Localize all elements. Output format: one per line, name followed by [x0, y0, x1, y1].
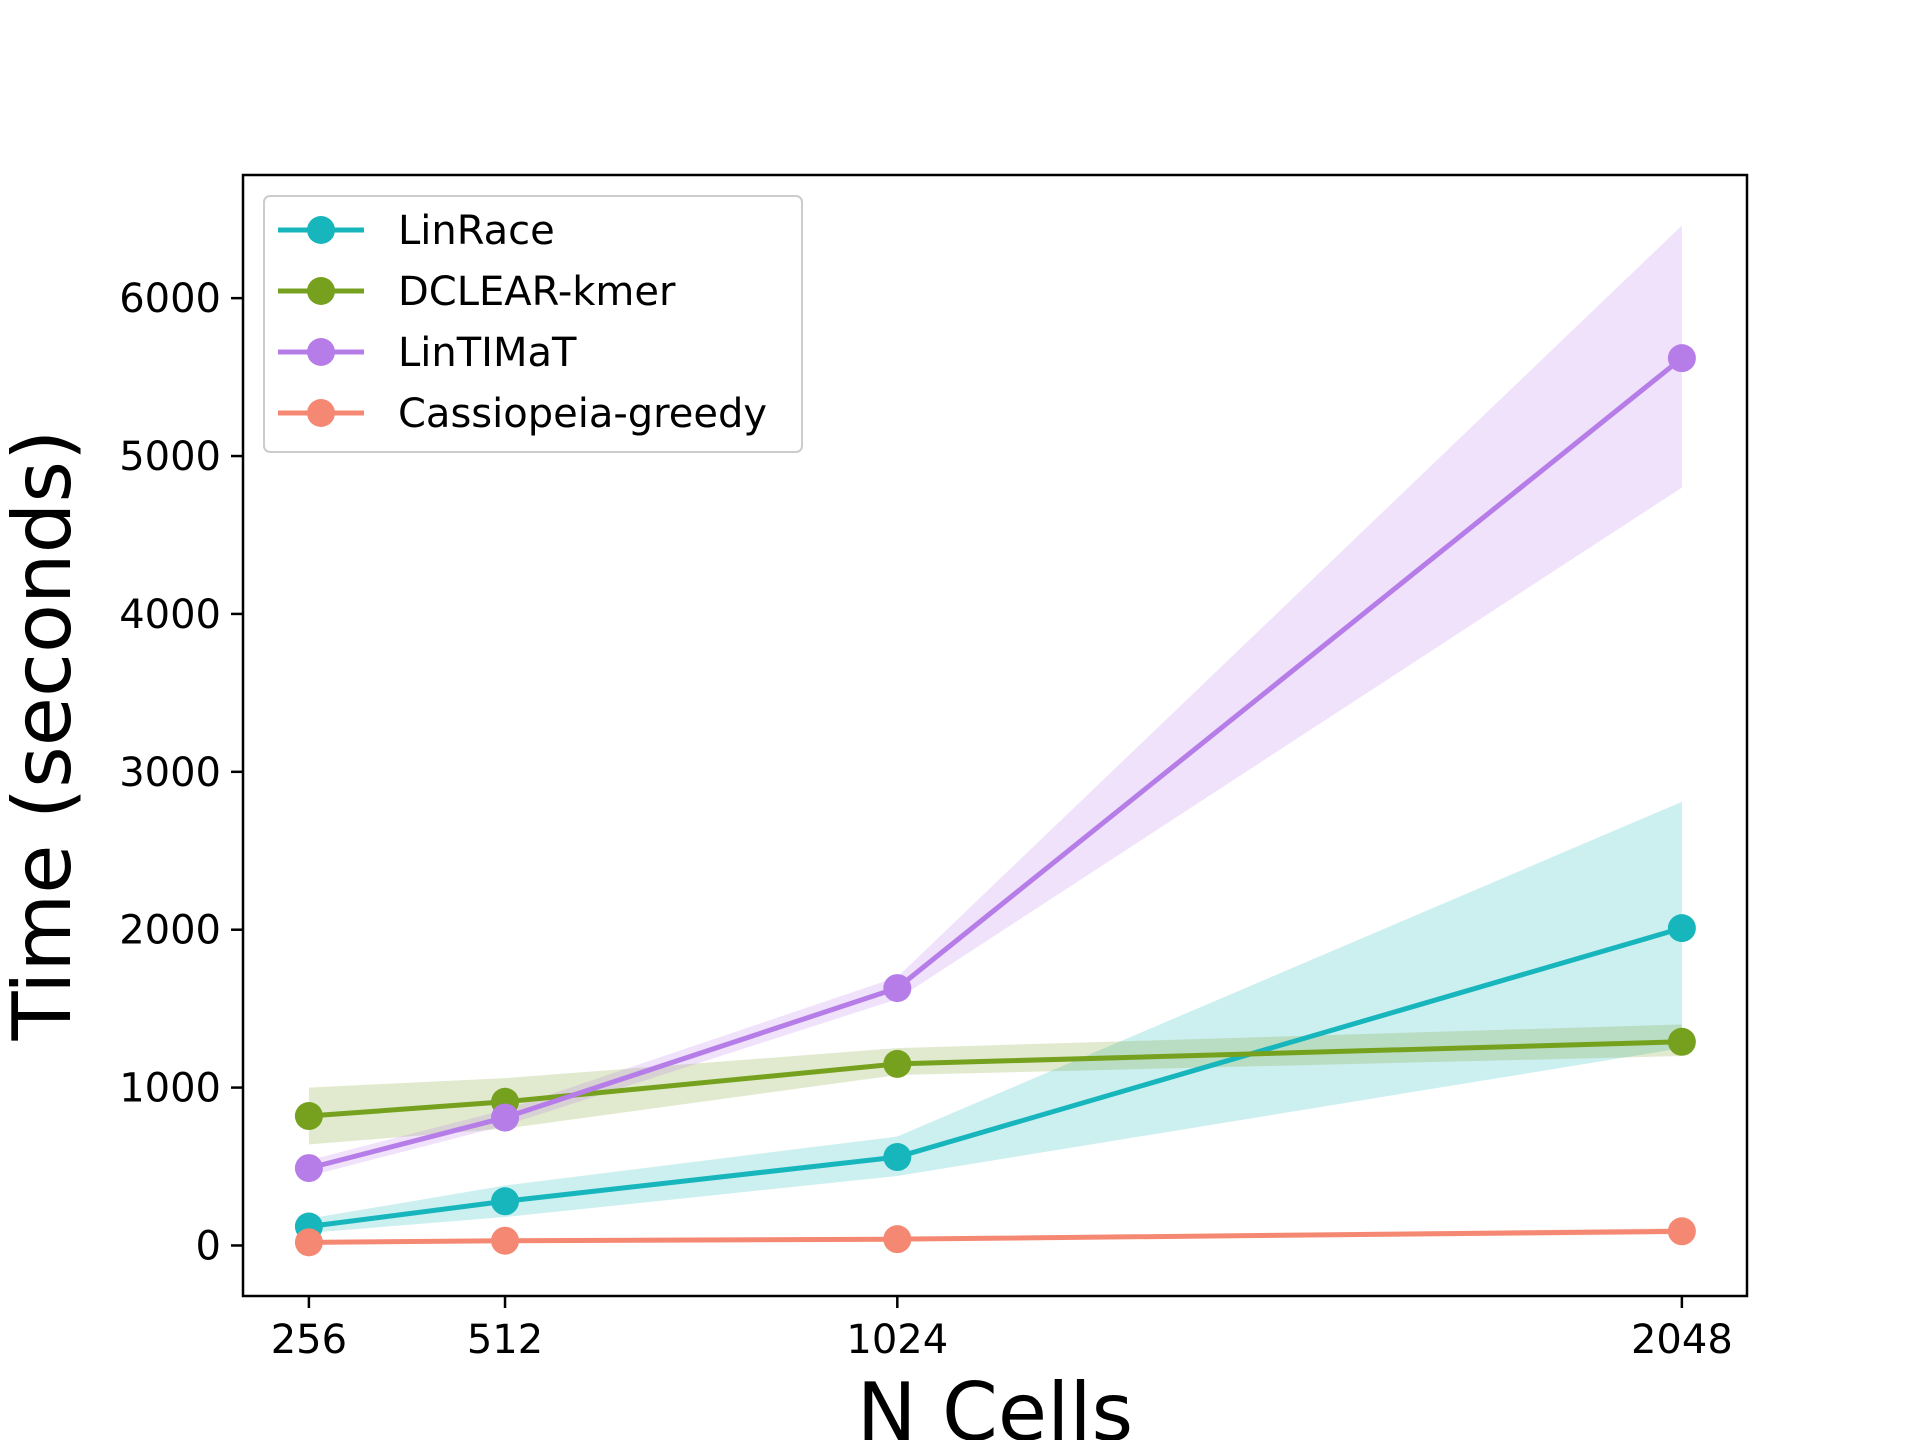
lintimat-line [308, 356, 1684, 1171]
y-tick-label: 0 [196, 1223, 221, 1269]
legend-label-dclear-kmer: DCLEAR-kmer [398, 269, 676, 315]
plot-frame [241, 173, 1749, 1298]
y-axis-title: Time (seconds) [0, 430, 89, 1042]
series-markers [294, 344, 1696, 1257]
lintimat-point [1667, 344, 1696, 373]
y-tick-label: 3000 [119, 750, 221, 796]
y-axis: 0 1000 2000 3000 4000 5000 6000 [119, 276, 243, 1269]
x-axis-title: N Cells [857, 1366, 1133, 1440]
x-tick-label: 512 [467, 1317, 543, 1363]
x-tick-label: 1024 [846, 1317, 948, 1363]
y-tick-label: 6000 [119, 276, 221, 322]
legend-marker-cassiopeia-greedy [307, 399, 335, 427]
y-tick-label: 2000 [119, 908, 221, 954]
linrace-point [491, 1187, 520, 1216]
cassiopeia-greedy-point [491, 1226, 520, 1255]
legend-label-cassiopeia-greedy: Cassiopeia-greedy [398, 391, 767, 437]
legend-label-linrace: LinRace [398, 208, 555, 254]
legend-marker-dclear-kmer [307, 277, 335, 305]
linrace-line [308, 925, 1683, 1230]
dclear-kmer-point [1667, 1027, 1696, 1056]
legend-marker-lintimat [307, 338, 335, 366]
linrace-point [1667, 914, 1696, 943]
lintimat-point [294, 1154, 323, 1183]
y-tick-label: 5000 [119, 434, 221, 480]
series-lines [308, 356, 1684, 1245]
cassiopeia-greedy-point [883, 1225, 912, 1254]
cassiopeia-greedy-point [294, 1228, 323, 1257]
legend-marker-linrace [307, 216, 335, 244]
legend-label-lintimat: LinTIMaT [398, 330, 577, 376]
x-axis: 256 512 1024 2048 [271, 1296, 1733, 1363]
dclear-kmer-point [883, 1049, 912, 1078]
y-tick-label: 1000 [119, 1066, 221, 1112]
linrace-band [308, 801, 1682, 1233]
legend: LinRace DCLEAR-kmer LinTIMaT Cassiopeia-gre… [263, 195, 803, 453]
cassiopeia-greedy-point [1667, 1217, 1696, 1246]
x-tick-label: 2048 [1631, 1317, 1733, 1363]
linrace-point [883, 1143, 912, 1172]
lintimat-point [883, 974, 912, 1003]
y-tick-label: 4000 [119, 592, 221, 638]
lintimat-point [491, 1103, 520, 1132]
dclear-kmer-band [308, 1024, 1682, 1145]
legend-box [263, 195, 803, 453]
dclear-kmer-line [308, 1039, 1682, 1119]
dclear-kmer-point [294, 1102, 323, 1131]
cassiopeia-greedy-line [308, 1228, 1682, 1245]
x-tick-label: 256 [271, 1317, 347, 1363]
